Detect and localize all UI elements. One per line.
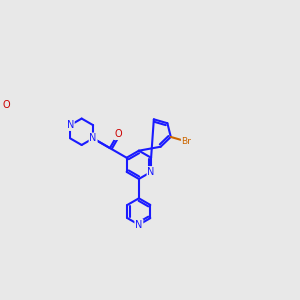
Text: O: O xyxy=(3,100,10,110)
Text: O: O xyxy=(114,129,122,139)
Text: Br: Br xyxy=(182,137,191,146)
Text: N: N xyxy=(135,220,142,230)
Text: N: N xyxy=(67,120,74,130)
Text: N: N xyxy=(89,134,97,143)
Text: N: N xyxy=(147,167,155,177)
